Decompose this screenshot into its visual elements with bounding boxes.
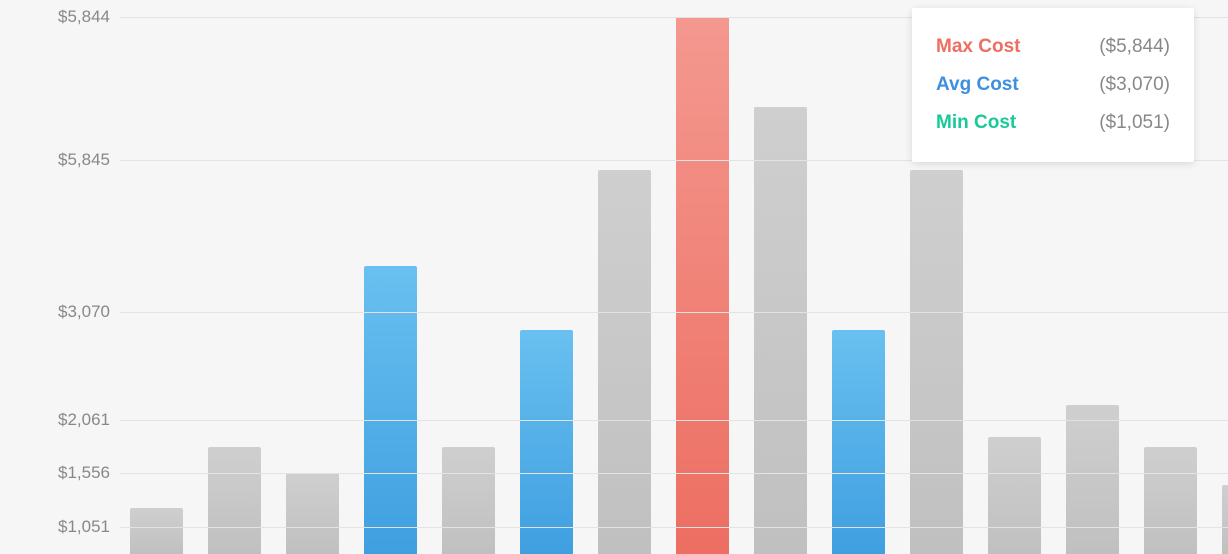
legend-value: ($1,051): [1099, 112, 1170, 134]
bar-blue[interactable]: [520, 330, 573, 554]
gridline: [120, 312, 1228, 313]
legend-label: Max Cost: [936, 36, 1020, 58]
bar-gray[interactable]: [1144, 447, 1197, 554]
legend-row: Avg Cost ($3,070): [936, 66, 1170, 104]
bar-gray[interactable]: [130, 508, 183, 554]
y-axis-label: $2,061: [30, 410, 110, 430]
bar-gray[interactable]: [442, 447, 495, 554]
legend-card: Max Cost ($5,844) Avg Cost ($3,070) Min Cost…: [912, 8, 1194, 162]
gridline: [120, 473, 1228, 474]
y-axis-label: $3,070: [30, 302, 110, 322]
bar-gray[interactable]: [1222, 485, 1228, 554]
legend-row: Min Cost ($1,051): [936, 104, 1170, 142]
bar-gray[interactable]: [286, 473, 339, 554]
bar-gray[interactable]: [754, 107, 807, 554]
gridline: [120, 420, 1228, 421]
bar-gray[interactable]: [1066, 405, 1119, 554]
bar-gray[interactable]: [910, 170, 963, 554]
bar-gray[interactable]: [988, 437, 1041, 554]
y-axis-label: $5,845: [30, 150, 110, 170]
legend-value: ($3,070): [1099, 74, 1170, 96]
bar-blue[interactable]: [832, 330, 885, 554]
y-axis-label: $5,844: [30, 7, 110, 27]
legend-row: Max Cost ($5,844): [936, 28, 1170, 66]
gridline: [120, 527, 1228, 528]
bar-blue[interactable]: [364, 266, 417, 554]
bar-gray[interactable]: [598, 170, 651, 554]
legend-label: Avg Cost: [936, 74, 1019, 96]
cost-bar-chart: $5,844 $5,845 $3,070 $2,061 $1,556 $1,051 Max…: [0, 0, 1228, 554]
legend-value: ($5,844): [1099, 36, 1170, 58]
y-axis-label: $1,556: [30, 463, 110, 483]
bar-gray[interactable]: [208, 447, 261, 554]
y-axis-label: $1,051: [30, 517, 110, 537]
legend-label: Min Cost: [936, 112, 1016, 134]
